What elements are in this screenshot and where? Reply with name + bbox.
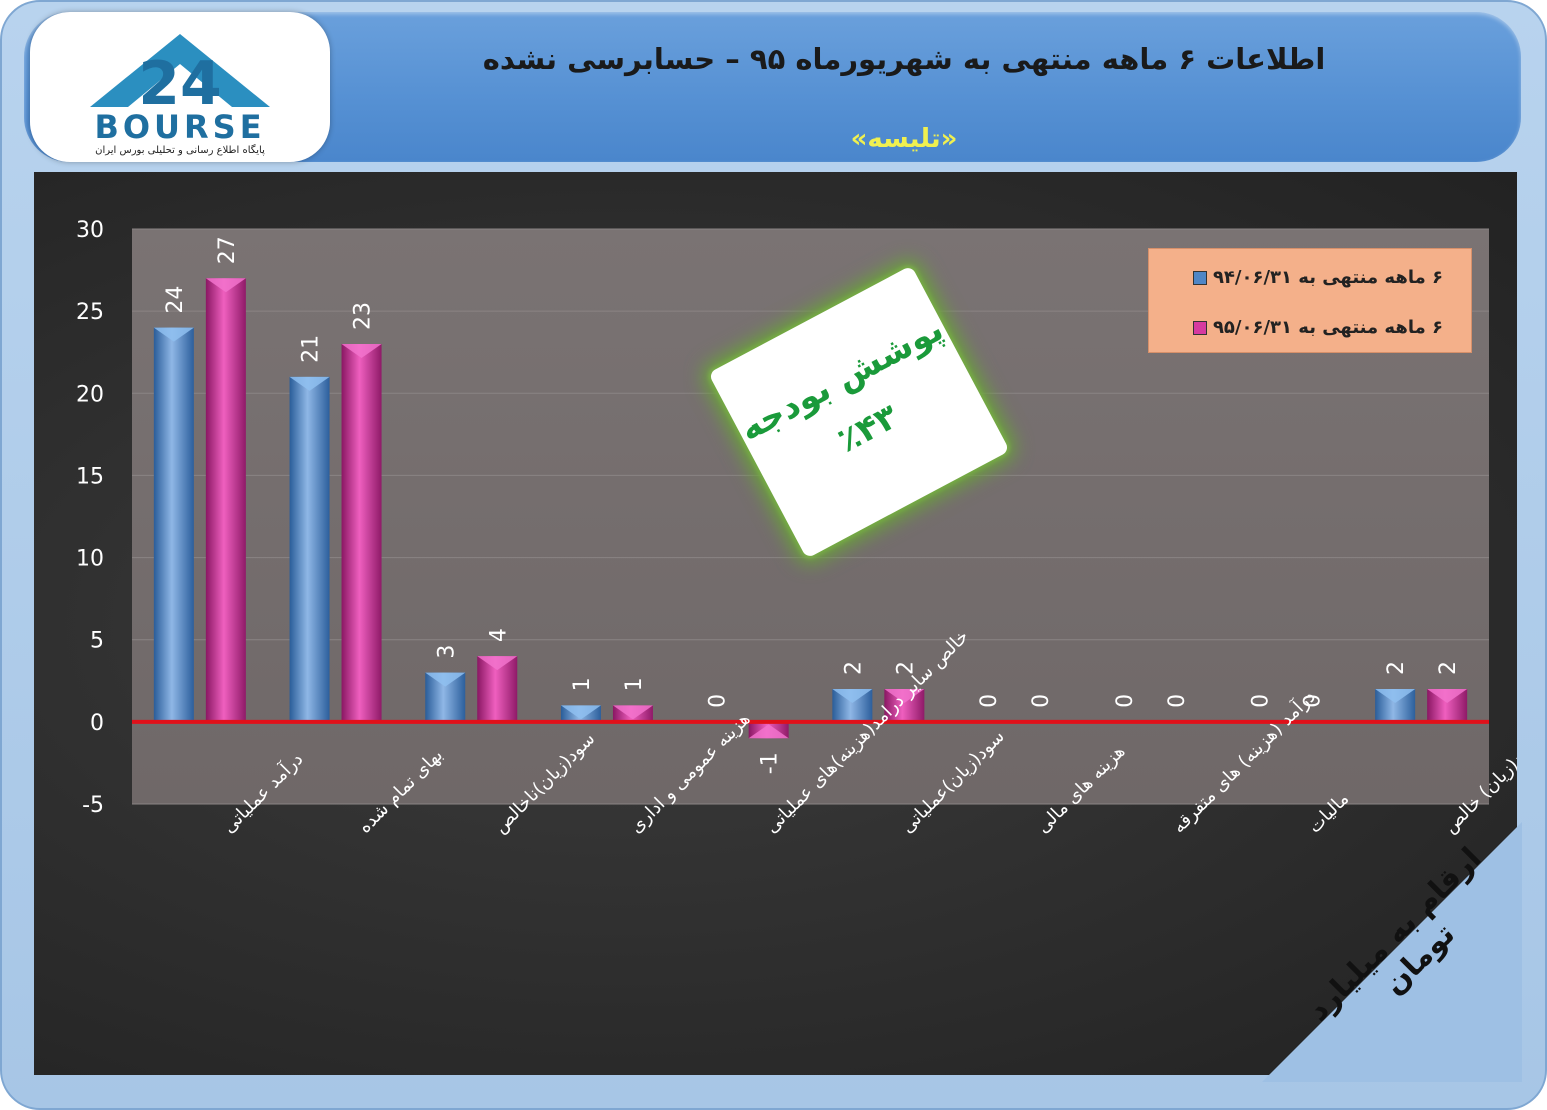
logo-caption: پایگاه اطلاع رسانی و تحلیلی بورس ایران — [95, 145, 265, 156]
data-label: 2 — [1384, 661, 1409, 675]
legend-label-series-1: ۶ ماهه منتهی به ۹۴/۰۶/۳۱ — [1212, 267, 1443, 288]
y-tick-label: 30 — [76, 218, 104, 243]
data-label: 0 — [1248, 694, 1273, 708]
bar-cap — [477, 656, 518, 671]
y-tick-label: 0 — [90, 711, 104, 736]
data-label: 2 — [1436, 661, 1461, 675]
data-label: 27 — [215, 236, 240, 264]
bar-cap — [748, 724, 789, 739]
data-label: 2 — [893, 661, 918, 675]
bar-cap — [832, 689, 873, 703]
logo-word: BOURSE — [94, 108, 266, 146]
units-corner-band — [1262, 822, 1522, 1082]
data-labels: 24 27 21 23 3 4 1 1 0 -1 2 2 0 0 0 0 0 0 2 2 — [163, 236, 1461, 774]
data-label: 3 — [434, 645, 459, 659]
data-label: 1 — [622, 677, 647, 691]
data-label: 0 — [1300, 694, 1325, 708]
y-tick-label: 10 — [76, 547, 104, 572]
data-label: 4 — [486, 628, 511, 642]
bar-cap — [205, 278, 246, 293]
y-tick-label: 20 — [76, 382, 104, 407]
bars — [153, 278, 1468, 739]
data-label: 24 — [163, 286, 188, 314]
bar-cap — [560, 705, 601, 720]
bar — [341, 344, 382, 722]
legend-swatch-series-2 — [1192, 320, 1207, 335]
data-label: 0 — [1113, 694, 1138, 708]
logo-mark-icon: 24 — [90, 34, 270, 119]
data-label: 0 — [977, 694, 1002, 708]
legend-item-series-1: ۶ ماهه منتهی به ۹۴/۰۶/۳۱ — [1192, 267, 1443, 288]
bar — [289, 376, 330, 722]
data-label: 21 — [299, 335, 324, 363]
y-axis-ticks: 30 25 20 15 10 5 0 -5 — [76, 218, 104, 818]
data-label: 23 — [351, 302, 376, 330]
data-label: 1 — [570, 677, 595, 691]
bar-cap — [289, 376, 330, 391]
company-name: «تلیسه» — [850, 124, 958, 154]
svg-text:24: 24 — [138, 49, 222, 112]
legend-swatch-series-1 — [1192, 270, 1207, 285]
bar-cap — [884, 689, 925, 703]
legend-label-series-2: ۶ ماهه منتهی به ۹۵/۰۶/۳۱ — [1212, 317, 1443, 338]
data-label: 0 — [706, 694, 731, 708]
bar-cap — [1427, 689, 1468, 703]
bar-cap — [153, 327, 194, 342]
bar-cap — [612, 705, 653, 720]
y-tick-label: -5 — [82, 793, 104, 818]
bar-cap — [425, 672, 466, 687]
legend-item-series-2: ۶ ماهه منتهی به ۹۵/۰۶/۳۱ — [1192, 317, 1443, 338]
data-label: 0 — [1165, 694, 1190, 708]
data-label: -1 — [758, 752, 783, 774]
y-tick-label: 25 — [76, 300, 104, 325]
y-tick-label: 5 — [90, 629, 104, 654]
bourse-logo: 24 BOURSE پایگاه اطلاع رسانی و تحلیلی بو… — [30, 12, 330, 162]
bar — [153, 327, 194, 722]
bar — [205, 278, 246, 722]
data-label: 0 — [1029, 694, 1054, 708]
legend: ۶ ماهه منتهی به ۹۴/۰۶/۳۱ ۶ ماهه منتهی به… — [1148, 248, 1472, 353]
page-title: اطلاعات ۶ ماهه منتهی به شهریورماه ۹۵ – ح… — [482, 42, 1326, 76]
bar-cap — [341, 344, 382, 358]
bar-cap — [1375, 689, 1416, 703]
data-label: 2 — [841, 661, 866, 675]
y-tick-label: 15 — [76, 464, 104, 489]
